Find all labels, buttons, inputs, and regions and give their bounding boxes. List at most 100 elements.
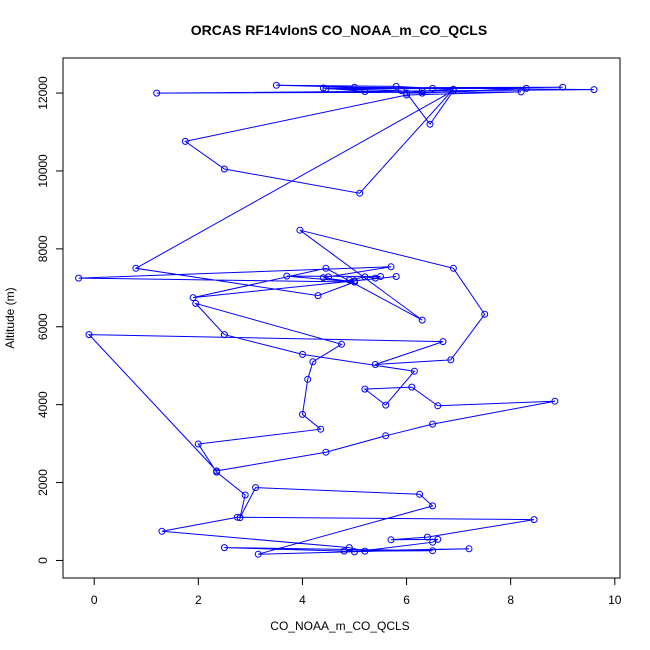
data-point <box>449 264 457 272</box>
data-point <box>590 86 598 94</box>
data-point <box>338 340 345 348</box>
data-point <box>283 272 291 280</box>
series-group <box>75 81 598 558</box>
data-point <box>429 547 437 555</box>
data-point <box>220 331 228 339</box>
data-point <box>429 538 437 546</box>
data-point <box>319 274 327 282</box>
x-tick-label-2: 4 <box>299 593 306 607</box>
y-tick-label-1: 2000 <box>36 469 50 496</box>
data-point <box>418 316 426 324</box>
data-point <box>75 274 83 282</box>
data-point <box>322 85 330 93</box>
data-point <box>241 491 249 499</box>
data-point <box>361 547 369 555</box>
data-point <box>410 367 418 375</box>
data-point <box>351 83 358 91</box>
data-point <box>252 484 260 492</box>
data-point <box>220 165 228 173</box>
data-point <box>254 550 262 558</box>
data-point <box>397 87 405 95</box>
x-axis: 0 2 4 6 8 10 <box>91 578 622 607</box>
data-point <box>299 410 306 418</box>
data-point <box>299 350 306 358</box>
data-point <box>213 467 221 475</box>
data-point <box>309 358 317 366</box>
data-point <box>371 361 379 368</box>
data-point <box>418 89 426 97</box>
y-axis: 0 2000 4000 6000 8000 10000 12000 <box>36 76 63 564</box>
data-point <box>418 87 426 95</box>
data-point <box>322 264 330 272</box>
plot-frame <box>62 57 621 579</box>
y-tick-label-3: 6000 <box>36 313 50 340</box>
data-point <box>325 273 332 281</box>
y-tick-label-0: 0 <box>36 557 50 564</box>
data-point <box>314 292 322 300</box>
data-point <box>192 299 200 307</box>
data-point <box>351 548 358 556</box>
data-point <box>449 85 457 93</box>
data-point <box>429 420 437 428</box>
y-tick-label-6: 12000 <box>36 76 50 110</box>
data-point <box>158 527 166 535</box>
data-point <box>361 88 369 95</box>
data-point <box>382 401 390 409</box>
data-point <box>361 273 369 281</box>
chart-title: ORCAS RF14vlonS CO_NOAA_m_CO_QCLS <box>191 22 487 38</box>
data-point <box>429 502 437 510</box>
data-point <box>361 385 369 393</box>
data-point <box>189 294 197 302</box>
y-axis-label: Altitude (m) <box>3 287 17 348</box>
data-point <box>233 513 241 521</box>
data-point <box>559 83 567 91</box>
x-axis-label: CO_NOAA_m_CO_QCLS <box>270 619 409 633</box>
data-point <box>387 263 395 271</box>
data-point <box>387 536 395 544</box>
data-point <box>465 545 473 553</box>
data-point <box>522 84 530 92</box>
data-point <box>181 137 189 145</box>
data-point <box>382 432 390 440</box>
data-point <box>447 356 455 364</box>
data-point <box>403 91 411 99</box>
data-point <box>434 535 442 543</box>
series-line-0 <box>78 84 595 555</box>
data-point <box>132 264 140 272</box>
data-point <box>517 88 525 96</box>
x-tick-label-0: 0 <box>91 593 98 607</box>
data-point <box>296 226 304 234</box>
data-point <box>392 82 400 90</box>
data-point <box>423 533 431 541</box>
data-point <box>408 383 416 391</box>
y-tick-label-2: 4000 <box>36 391 50 418</box>
data-point <box>272 81 280 89</box>
x-tick-label-5: 10 <box>608 593 622 607</box>
data-point <box>439 338 447 346</box>
data-point <box>194 440 202 448</box>
data-point <box>304 375 312 383</box>
data-point <box>551 397 559 405</box>
data-point <box>434 402 442 410</box>
data-point <box>377 273 384 280</box>
data-point <box>356 189 364 197</box>
data-point <box>345 544 353 552</box>
data-point <box>317 425 325 433</box>
data-point <box>426 120 434 128</box>
data-point <box>392 273 400 280</box>
x-tick-label-1: 2 <box>195 593 202 607</box>
data-point <box>429 84 437 92</box>
x-tick-label-3: 6 <box>403 593 410 607</box>
data-point <box>85 331 93 339</box>
data-point <box>481 310 489 318</box>
data-point <box>153 89 161 97</box>
y-tick-label-5: 10000 <box>36 154 50 188</box>
data-point <box>351 278 358 286</box>
y-tick-label-4: 8000 <box>36 235 50 262</box>
data-point <box>322 448 330 456</box>
data-point <box>236 514 244 522</box>
data-point <box>220 544 228 552</box>
data-point <box>340 547 348 555</box>
data-point <box>416 490 424 498</box>
